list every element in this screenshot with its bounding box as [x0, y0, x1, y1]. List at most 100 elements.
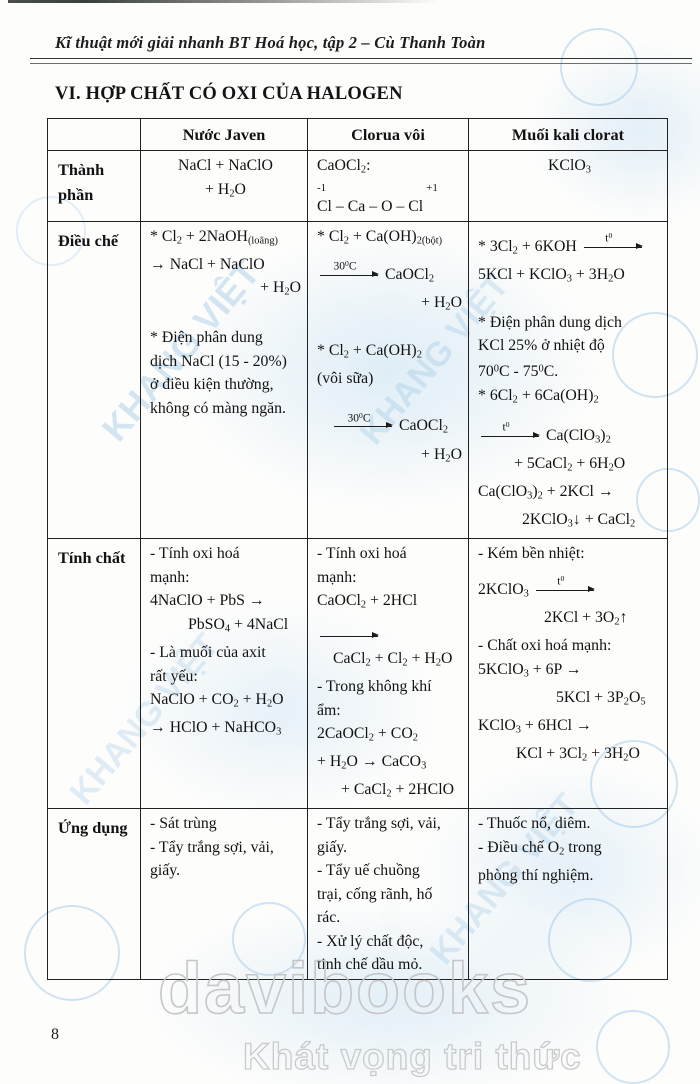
formula-text: Ca(ClO3)2	[542, 427, 611, 446]
cell-line: 4NaClO + PbS →	[150, 589, 301, 613]
cell-line: ở điều kiện thường,	[150, 373, 301, 397]
table-cell: - Tính oxi hoá mạnh: CaOCl2 + 2HCl CaCl2 + …	[307, 538, 469, 810]
cell-line: - Điều chế O2 trong	[478, 836, 661, 864]
table-cell: KClO3	[468, 150, 668, 222]
formula-text: -1	[317, 182, 327, 195]
table-row-ungdung: Ứng dụng - Sát trùng - Tẩy trắng sợi, vải,…	[47, 808, 668, 980]
formula-text: + CaCl2 + 2HClO	[341, 781, 454, 800]
cell-line: giấy.	[317, 836, 462, 860]
arrow-condition-label: 300C	[347, 410, 371, 424]
watermark-circle	[596, 1010, 670, 1084]
formula-text: 2KClO3	[478, 580, 529, 600]
formula-text: - Tính oxi hoá	[150, 545, 240, 563]
row-label: Ứng dụng	[47, 808, 141, 980]
formula-text: trại, cống rãnh, hố	[317, 885, 433, 903]
formula-text: 2CaOCl2 + CO2	[317, 725, 418, 744]
cell-line: 2KClO3↓ + CaCl2	[478, 508, 661, 536]
formula-text: CaOCl2	[395, 417, 449, 437]
arrow-condition-label: t0	[557, 574, 565, 588]
table-cell: * Cl2 + Ca(OH)2(bột) 300C CaOCl2 + H2O * Cl…	[307, 220, 469, 540]
cell-line: CaCl2 + Cl2 + H2O	[317, 647, 462, 675]
formula-text: Cl – Ca – O – Cl	[317, 198, 424, 216]
cell-line: -1 +1	[317, 182, 462, 195]
formula-text: KCl 25% ở nhiệt độ	[478, 337, 605, 355]
row-label: Tính chất	[47, 538, 141, 810]
cell-line: 2KCl + 3O2↑	[478, 606, 661, 634]
cell-line: KCl + 3Cl2 + 3H2O	[478, 742, 661, 770]
formula-text: - Điều chế O2 trong	[478, 838, 602, 858]
formula-text: * Cl2 + Ca(OH)2	[317, 341, 422, 361]
cell-line: tinh chế dầu mỏ.	[317, 953, 462, 977]
slogan-watermark: Khát vọng tri thức	[242, 1035, 582, 1077]
formula-text: PbSO4 + 4NaCl	[188, 615, 289, 635]
row-label: Điều chế	[47, 220, 141, 540]
formula-text: - Tẩy trắng sợi, vải,	[150, 838, 274, 856]
cell-line: rác.	[317, 906, 462, 930]
formula-text: + H2O	[421, 445, 462, 465]
cell-line: 700C - 750C.	[478, 358, 661, 384]
cell-line: * Điện phân dung	[150, 326, 301, 350]
table-row-dieuche: Điều chế * Cl2 + 2NaOH(loãng) → NaCl + NaC…	[47, 220, 668, 540]
formula-text: 4NaClO + PbS →	[150, 592, 265, 610]
cell-line: KClO3	[478, 154, 661, 182]
formula-text: → NaCl + NaClO	[150, 255, 265, 273]
cell-line: - Tẩy trắng sợi, vải,	[150, 836, 301, 860]
formula-text: - Tính oxi hoá	[317, 545, 407, 563]
formula-text: + 5CaCl2 + 6H2O	[514, 455, 626, 474]
column-header: Muối kali clorat	[468, 118, 668, 151]
cell-line: - Tẩy trắng sợi, vải,	[317, 812, 462, 836]
table-cell: - Kém bền nhiệt: 2KClO3 t0 2KCl + 3O2↑ - Ch…	[468, 538, 668, 810]
cell-line: * 3Cl2 + 6KOH t0	[478, 231, 661, 263]
cell-line: + 5CaCl2 + 6H2O	[478, 452, 661, 480]
cell-line: (vôi sữa)	[317, 367, 462, 391]
cell-line: 2KClO3 t0	[478, 575, 661, 606]
formula-text: rất yếu:	[150, 667, 198, 685]
formula-text: + H2O	[421, 293, 462, 313]
reaction-arrow-icon: 300C	[334, 411, 393, 430]
cell-line: + H2O	[150, 178, 301, 206]
cell-line: KClO3 + 6HCl →	[478, 714, 661, 742]
formula-text: + H2O → CaCO3	[317, 753, 427, 772]
formula-text: mạnh:	[150, 568, 190, 586]
cell-line: PbSO4 + 4NaCl	[150, 613, 301, 641]
corner-cell	[47, 118, 141, 151]
formula-text: - Kém bền nhiệt:	[478, 545, 585, 563]
formula-text: + H2O	[205, 180, 246, 200]
table-cell: NaCl + NaClO + H2O	[140, 150, 308, 222]
arrow-condition-label: t0	[605, 230, 613, 245]
cell-line: - Kém bền nhiệt:	[478, 542, 661, 566]
formula-text: → HClO + NaHCO3	[150, 719, 282, 738]
column-header: Nước Javen	[140, 118, 308, 151]
cell-line: giấy.	[150, 859, 301, 883]
formula-text: không có màng ngăn.	[150, 399, 287, 417]
cell-line	[317, 624, 462, 648]
reaction-arrow-icon: t0	[535, 575, 595, 594]
cell-line: + H2O	[150, 276, 301, 304]
cell-line: - Tính oxi hoá	[150, 542, 301, 566]
formula-text: * Điện phân dung	[150, 329, 263, 347]
formula-text: - Thuốc nổ, diêm.	[478, 815, 591, 833]
reaction-arrow-icon: t0	[583, 231, 643, 251]
formula-text: 5KClO3 + 6P →	[478, 660, 582, 680]
cell-line: rất yếu:	[150, 665, 301, 689]
formula-text: +1	[426, 182, 438, 195]
scan-edge-artifact	[8, 0, 438, 3]
formula-text: * 3Cl2 + 6KOH	[478, 237, 581, 257]
formula-text: phòng thí nghiệm.	[478, 867, 594, 884]
formula-text: (vôi sữa)	[317, 369, 374, 387]
header-rule	[30, 58, 692, 64]
cell-line: CaOCl2:	[317, 154, 462, 182]
running-header: Kĩ thuật mới giải nhanh BT Hoá học, tập …	[55, 33, 486, 52]
cell-line: dịch NaCl (15 - 20%)	[150, 350, 301, 374]
table-cell: - Tính oxi hoá mạnh: 4NaClO + PbS → PbSO4 +…	[140, 538, 308, 810]
formula-text: KClO3	[548, 157, 591, 176]
formula-text: rác.	[317, 909, 341, 927]
davibooks-watermark: davibooks	[157, 948, 533, 1030]
cell-line: * Cl2 + 2NaOH(loãng)	[150, 225, 301, 253]
formula-text: ẩm:	[317, 701, 341, 719]
formula-text: ở điều kiện thường,	[150, 376, 274, 394]
cell-line: 2CaOCl2 + CO2	[317, 722, 462, 750]
formula-text: - Là muối của axit	[150, 644, 266, 662]
formula-text: 5KCl + 3P2O5	[556, 688, 646, 708]
